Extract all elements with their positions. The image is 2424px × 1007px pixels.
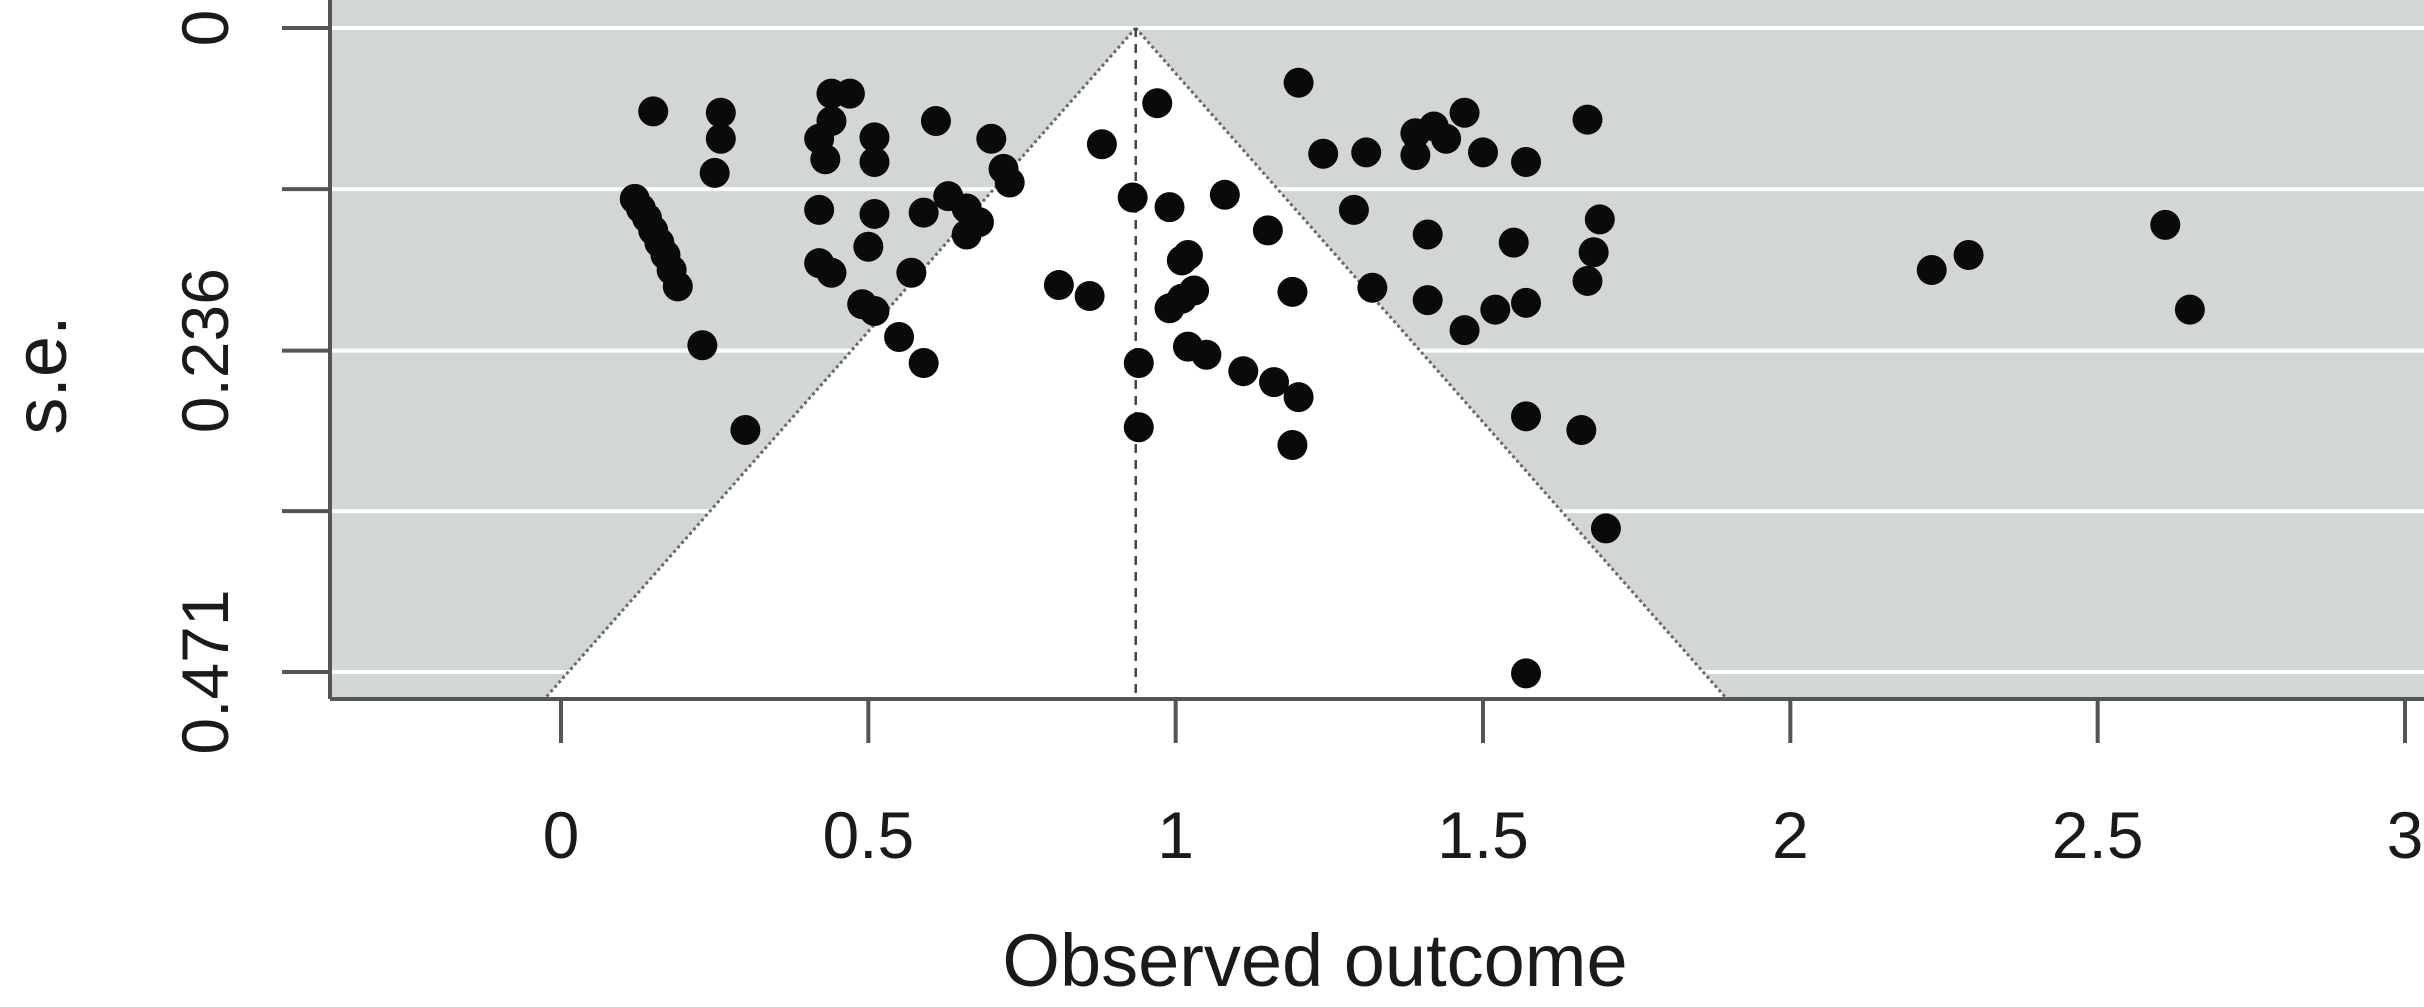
data-point-43 <box>1142 88 1173 119</box>
data-point-85 <box>1566 414 1597 445</box>
data-point-29 <box>884 322 915 353</box>
x-axis: 0 0.5 1 1.5 2 2.5 3 <box>330 697 2424 872</box>
data-point-74 <box>1412 219 1443 250</box>
data-point-49 <box>1166 245 1197 276</box>
data-point-22 <box>859 198 890 229</box>
data-point-87 <box>1511 658 1542 689</box>
data-point-82 <box>1584 204 1615 235</box>
data-point-30 <box>908 347 939 378</box>
data-point-57 <box>1228 356 1259 387</box>
data-point-0 <box>638 96 669 127</box>
data-point-86 <box>1590 513 1621 544</box>
data-point-78 <box>1498 227 1529 258</box>
funnel-edge-left <box>544 27 1137 699</box>
data-point-34 <box>988 153 1019 184</box>
data-point-18 <box>810 144 841 175</box>
data-point-69 <box>1431 123 1462 154</box>
y-tick-label-2: 0.236 <box>168 268 242 433</box>
data-point-52 <box>1154 293 1185 324</box>
data-point-20 <box>859 146 890 177</box>
data-point-64 <box>1351 137 1382 168</box>
data-point-41 <box>1043 270 1074 301</box>
data-point-17 <box>816 105 847 136</box>
data-point-58 <box>1259 367 1290 398</box>
data-point-60 <box>1123 412 1154 443</box>
data-point-61 <box>1277 430 1308 461</box>
data-point-73 <box>1511 146 1542 177</box>
data-point-40 <box>1086 129 1117 160</box>
data-point-72 <box>1468 137 1498 168</box>
x-tick-label-6: 3 <box>2387 798 2424 872</box>
data-point-91 <box>2174 294 2205 325</box>
x-tick-label-4: 2 <box>1772 798 1809 872</box>
data-point-1 <box>705 97 736 128</box>
data-point-28 <box>859 296 890 327</box>
data-points <box>619 67 2205 689</box>
y-axis: 0 0.236 0.471 <box>168 0 332 755</box>
x-tick-label-2: 1 <box>1157 798 1194 872</box>
data-point-70 <box>1400 140 1431 171</box>
y-axis-title: s.e. <box>0 315 82 434</box>
data-point-15 <box>834 78 865 109</box>
data-point-32 <box>976 123 1007 154</box>
data-point-80 <box>1511 401 1542 432</box>
data-point-76 <box>1449 315 1480 346</box>
data-point-63 <box>1308 138 1339 169</box>
data-point-46 <box>1209 179 1240 210</box>
data-point-25 <box>816 257 847 288</box>
data-point-21 <box>804 194 835 225</box>
data-point-81 <box>1572 104 1603 135</box>
data-point-54 <box>1123 347 1154 378</box>
data-point-79 <box>1511 287 1542 318</box>
data-point-59 <box>1283 382 1314 413</box>
data-point-37 <box>908 197 939 228</box>
funnel-edge-right <box>1134 27 1728 699</box>
y-tick-label-4: 0.471 <box>168 589 242 754</box>
data-point-89 <box>1953 239 1984 270</box>
y-tick-label-0: 0 <box>168 10 242 47</box>
data-point-53 <box>1277 276 1308 307</box>
data-point-77 <box>1480 294 1511 325</box>
data-point-2 <box>705 123 736 154</box>
x-tick-label-1: 0.5 <box>822 798 914 872</box>
data-point-3 <box>699 157 730 188</box>
data-point-45 <box>1154 192 1185 223</box>
data-point-13 <box>730 414 761 445</box>
data-point-71 <box>1449 97 1480 128</box>
data-point-88 <box>1916 255 1947 286</box>
x-tick-label-0: 0 <box>543 798 580 872</box>
data-point-19 <box>859 122 890 153</box>
data-point-39 <box>951 219 982 250</box>
data-point-26 <box>896 257 927 288</box>
data-point-23 <box>853 231 884 262</box>
data-point-44 <box>1117 182 1148 213</box>
data-point-42 <box>1074 280 1105 311</box>
data-point-83 <box>1578 237 1609 268</box>
x-tick-label-3: 1.5 <box>1437 798 1529 872</box>
data-point-11 <box>662 271 693 302</box>
x-tick-label-5: 2.5 <box>2052 798 2144 872</box>
data-point-31 <box>920 105 951 136</box>
data-point-66 <box>1357 272 1388 303</box>
data-point-62 <box>1283 67 1314 98</box>
data-point-90 <box>2150 209 2181 240</box>
data-point-65 <box>1338 194 1369 225</box>
data-point-48 <box>1252 215 1283 246</box>
data-point-56 <box>1191 339 1222 370</box>
data-point-12 <box>687 330 718 361</box>
data-point-84 <box>1572 265 1603 296</box>
data-point-75 <box>1412 285 1443 316</box>
x-axis-title: Observed outcome <box>1002 919 1627 1002</box>
